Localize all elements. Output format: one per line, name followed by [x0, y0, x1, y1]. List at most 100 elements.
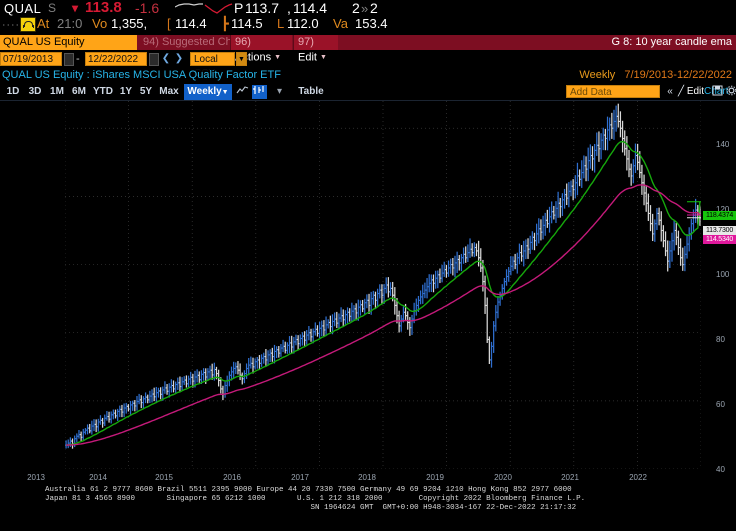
chart-toolbar: 1D 3D 1M 6M YTD 1Y 5Y Max Weekly▼ ▾ Tabl…	[0, 84, 736, 101]
security-title: QUAL US Equity : iShares MSCI USA Qualit…	[2, 69, 281, 81]
actions-number: 96)	[235, 36, 251, 48]
exchange-code: S	[48, 1, 57, 15]
y-tick-120: 120	[716, 205, 730, 214]
x-tick-2018: 2018	[358, 473, 376, 482]
x-tick-2016: 2016	[223, 473, 241, 482]
edit-chart-chart-label: Chart	[704, 86, 729, 97]
bidask-prefix: P	[234, 0, 244, 16]
ask-size: 2	[370, 0, 378, 16]
bid-size: 2	[352, 0, 360, 16]
end-date-input[interactable]: 12/22/2022	[85, 52, 147, 66]
start-date-calendar-icon[interactable]	[64, 53, 74, 66]
y-tick-140: 140	[716, 140, 730, 149]
edit-number: 97)	[298, 36, 314, 48]
low-value: 112.0	[287, 16, 319, 31]
plot-canvas[interactable]	[65, 101, 701, 469]
ask-price: 114.4	[293, 0, 327, 16]
prev-period-button[interactable]: ❮	[161, 53, 171, 64]
table-view-button[interactable]: Table	[298, 86, 324, 97]
command-bar: QUAL US Equity 94) Suggested Charts 96) …	[0, 35, 736, 63]
chevron-down-icon: ▼	[274, 54, 282, 61]
x-tick-2015: 2015	[155, 473, 173, 482]
x-tick-2013: 2013	[27, 473, 45, 482]
plot-svg	[65, 101, 701, 469]
high-label: ┣	[221, 16, 229, 31]
range-button-3d[interactable]: 3D	[28, 86, 42, 97]
add-data-input[interactable]: Add Data	[566, 85, 660, 98]
tick-arrow-icon: ▾	[72, 1, 79, 15]
bid-price: 113.7	[245, 0, 279, 16]
collapse-button[interactable]: «	[667, 86, 673, 97]
price-tag-ema-long: 114.5340	[703, 235, 736, 244]
bidask-comma: ,	[287, 0, 291, 16]
date-range-bar: 07/19/2013 - 12/22/2022 ❮ ❯ Local CCY ▼	[0, 52, 736, 79]
y-tick-100: 100	[716, 270, 730, 279]
last-price: 113.8	[85, 0, 122, 16]
quote-row-primary: QUAL S ▾ 113.8 -1.6 P 113.7 , 114.4 2 » …	[0, 0, 736, 17]
suggested-charts-number: 94)	[143, 36, 159, 48]
volume-label: Vo	[92, 16, 108, 31]
at-label: At	[37, 16, 50, 31]
edit-chart-edit-label: Edit	[686, 86, 705, 97]
range-button-5y[interactable]: 5Y	[139, 86, 153, 97]
price-chart[interactable]: 140 120 100 80 60 40 2013 2014 2015 2016…	[0, 101, 736, 482]
suggested-charts-label: Suggested Charts	[161, 36, 251, 48]
size-separator: »	[361, 1, 369, 16]
quote-row-secondary: ‧‧‧‧ At 21:0 Vo 1,355, [ 114.4 ┣ 114.5 L…	[0, 15, 736, 32]
range-button-max[interactable]: Max	[159, 86, 179, 97]
edit-chart-button[interactable]: ╱ EditChart	[678, 84, 729, 100]
line-chart-icon[interactable]	[236, 85, 251, 99]
footer-line-2: Japan 81 3 4565 8900 Singapore 65 6212 1…	[0, 495, 586, 503]
price-tag-last: 113.7300	[703, 226, 736, 235]
value-label: Va	[333, 16, 348, 31]
gear-icon[interactable]	[726, 85, 736, 99]
x-tick-2014: 2014	[89, 473, 107, 482]
terminal-footer: Australia 61 2 9777 8600 Brazil 5511 239…	[0, 486, 736, 530]
x-tick-2019: 2019	[426, 473, 444, 482]
x-tick-2021: 2021	[561, 473, 579, 482]
frequency-label: Weekly	[579, 69, 616, 81]
low-label: L	[277, 16, 285, 31]
frequency-caret-icon: ▼	[221, 89, 229, 96]
y-tick-80: 80	[716, 335, 725, 344]
range-button-1y[interactable]: 1Y	[119, 86, 133, 97]
ticker-input[interactable]: QUAL US Equity	[0, 35, 137, 50]
x-tick-2020: 2020	[494, 473, 512, 482]
y-tick-40: 40	[716, 465, 725, 474]
edit-label: Edit	[298, 51, 317, 64]
actions-menu-button[interactable]: 96) Actions ▼	[230, 35, 292, 63]
next-period-button[interactable]: ❯	[174, 53, 184, 64]
range-button-ytd[interactable]: YTD	[93, 86, 113, 97]
screen-code-label: G 8: 10 year candle ema	[611, 36, 732, 48]
bar-chart-icon[interactable]	[252, 85, 267, 99]
pencil-icon: ╱	[678, 86, 685, 97]
period-info: Weekly 7/19/2013-12/22/2022	[579, 68, 732, 82]
date-range-label: 7/19/2013-12/22/2022	[624, 69, 732, 81]
x-tick-2017: 2017	[291, 473, 309, 482]
save-icon[interactable]	[712, 85, 727, 99]
range-button-1d[interactable]: 1D	[6, 86, 20, 97]
frequency-selector[interactable]: Weekly▼	[184, 84, 232, 100]
currency-selector[interactable]: Local CCY	[190, 52, 235, 79]
suggested-charts-button[interactable]: 94) Suggested Charts	[143, 35, 250, 50]
sparkline-icon	[175, 1, 233, 14]
y-tick-60: 60	[716, 400, 725, 409]
range-button-1m[interactable]: 1M	[50, 86, 64, 97]
high-value: 114.5	[231, 16, 263, 31]
chevron-down-icon-2: ▼	[320, 54, 327, 61]
range-button-6m[interactable]: 6M	[72, 86, 86, 97]
start-date-input[interactable]: 07/19/2013	[0, 52, 62, 66]
security-symbol[interactable]: QUAL	[4, 1, 42, 16]
footer-line-3: SN 1964624 GMT GMT+0:00 H948-3034-167 22…	[0, 504, 577, 512]
value-amount: 153.4	[355, 16, 388, 31]
open-label: [	[167, 16, 171, 31]
date-range-dash: -	[76, 53, 80, 65]
end-date-calendar-icon[interactable]	[149, 53, 159, 66]
chart-type-more-caret-icon[interactable]: ▾	[276, 86, 283, 97]
footer-line-1: Australia 61 2 9777 8600 Brazil 5511 239…	[0, 486, 572, 494]
headphones-icon[interactable]	[20, 17, 36, 32]
price-change: -1.6	[135, 0, 160, 16]
currency-dropdown-arrow-icon[interactable]: ▼	[236, 52, 247, 66]
edit-menu-button[interactable]: 97) Edit ▼	[293, 35, 338, 63]
